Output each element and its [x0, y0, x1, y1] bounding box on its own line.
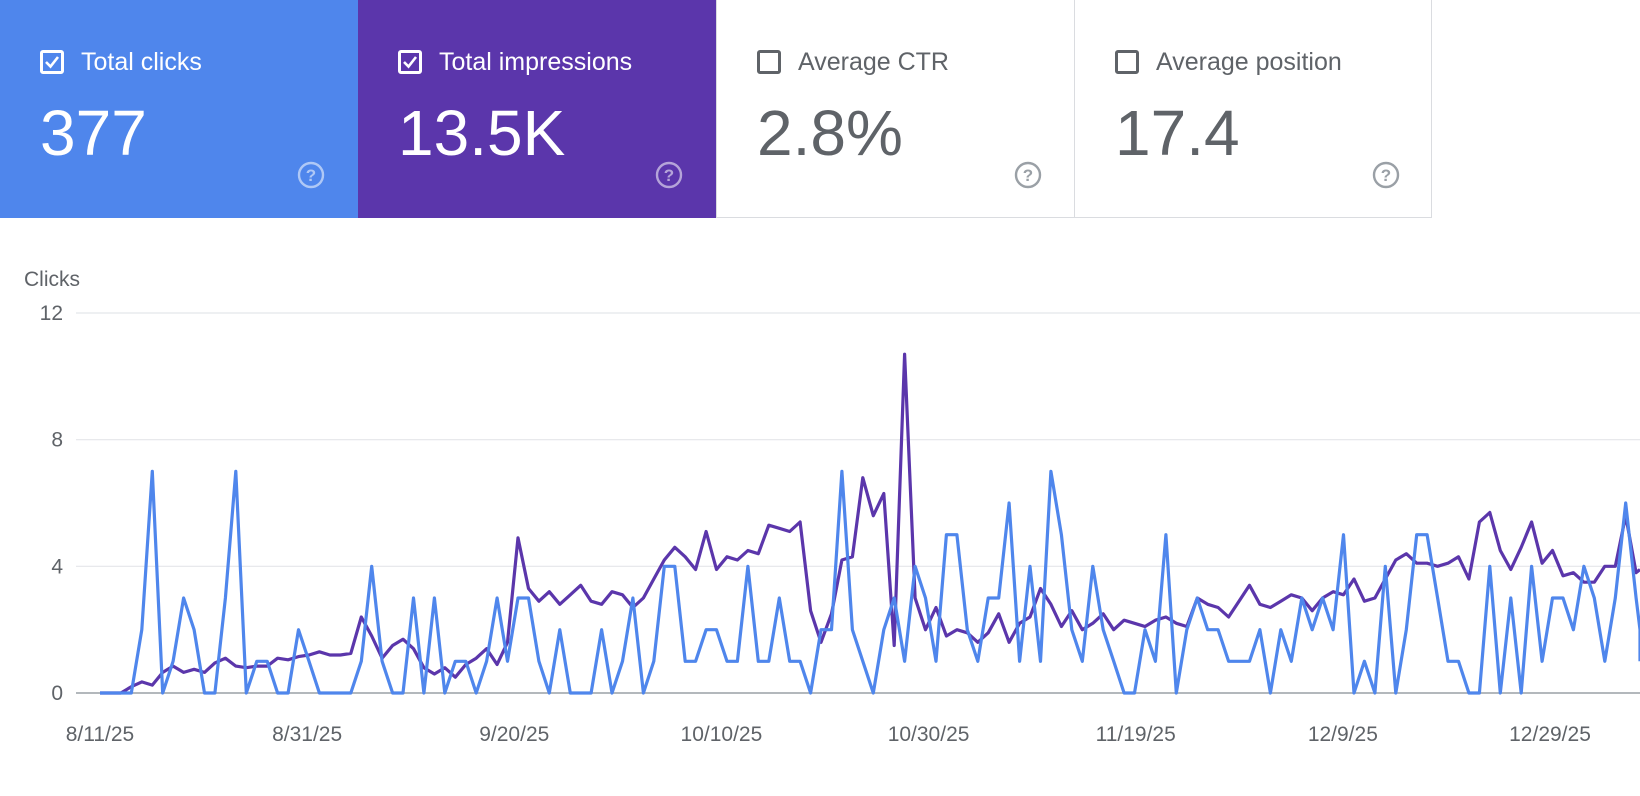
x-tick-label: 12/9/25 — [1308, 723, 1378, 746]
x-tick-label: 12/29/25 — [1509, 723, 1591, 746]
checkbox-icon[interactable] — [398, 50, 422, 74]
x-tick-label: 11/19/25 — [1096, 723, 1176, 746]
card-label: Total impressions — [439, 48, 633, 76]
total-clicks-card[interactable]: Total clicks 377 ? — [0, 0, 358, 218]
chart-svg: Clicks 0 4 8 12 8/11/25 8/31/25 9/20/25 10/10/… — [24, 268, 1640, 746]
card-value: 2.8% — [757, 97, 903, 169]
card-label: Average CTR — [798, 48, 949, 76]
svg-text:?: ? — [664, 166, 674, 185]
card-value: 13.5K — [398, 97, 566, 169]
svg-text:?: ? — [1381, 166, 1391, 185]
card-value: 377 — [40, 97, 147, 169]
help-circle-icon[interactable]: ? — [296, 160, 326, 190]
y-axis-label: Clicks — [24, 268, 80, 291]
total-impressions-card[interactable]: Total impressions 13.5K ? — [358, 0, 716, 218]
performance-chart: Clicks 0 4 8 12 8/11/25 8/31/25 9/20/25 10/10/… — [0, 218, 1640, 796]
y-tick-label: 4 — [51, 555, 63, 578]
svg-text:?: ? — [1023, 166, 1033, 185]
average-position-card[interactable]: Average position 17.4 ? — [1074, 0, 1432, 218]
x-tick-label: 9/20/25 — [479, 723, 549, 746]
checkbox-icon[interactable] — [1115, 50, 1139, 74]
x-tick-label: 8/11/25 — [66, 723, 135, 746]
x-tick-label: 10/10/25 — [681, 723, 763, 746]
help-circle-icon[interactable]: ? — [654, 160, 684, 190]
x-tick-label: 10/30/25 — [888, 723, 970, 746]
help-circle-icon[interactable]: ? — [1371, 160, 1401, 190]
series-line-total-impressions — [100, 352, 1640, 695]
checkbox-icon[interactable] — [757, 50, 781, 74]
y-tick-label: 12 — [40, 302, 63, 325]
series-line-total-clicks — [100, 469, 1640, 695]
checkbox-icon[interactable] — [40, 50, 64, 74]
card-label: Total clicks — [81, 48, 202, 76]
card-label: Average position — [1156, 48, 1342, 76]
x-tick-label: 8/31/25 — [272, 723, 342, 746]
average-ctr-card[interactable]: Average CTR 2.8% ? — [716, 0, 1074, 218]
metric-cards: Total clicks 377 ? Total impressions 13.… — [0, 0, 1432, 218]
svg-text:?: ? — [306, 166, 316, 185]
y-tick-label: 8 — [51, 429, 63, 452]
help-circle-icon[interactable]: ? — [1013, 160, 1043, 190]
card-value: 17.4 — [1115, 97, 1240, 169]
y-tick-label: 0 — [51, 682, 63, 705]
